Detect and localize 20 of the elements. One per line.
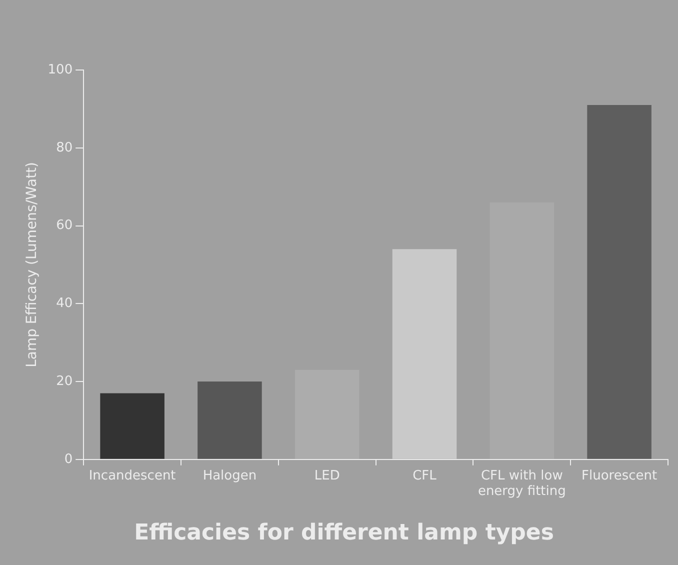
y-tick-label: 0: [64, 452, 73, 467]
x-tick-label: LED: [314, 468, 340, 484]
bar: [294, 370, 360, 459]
y-tick-label: 20: [56, 374, 73, 389]
x-tick-label: Halogen: [202, 468, 257, 484]
y-tick-label: 60: [56, 218, 73, 234]
y-tick-label: 100: [48, 62, 73, 78]
bar: [198, 382, 262, 459]
bar: [392, 249, 457, 459]
text: Efficacies for different lamp types: [134, 520, 554, 546]
x-tick-label: Fluorescent: [581, 468, 658, 484]
bar: [490, 202, 554, 459]
x-tick-label: Incandescent: [88, 468, 176, 484]
y-tick-label: 80: [56, 140, 73, 156]
x-tick-label: CFL with low energy fitting: [478, 468, 566, 500]
bar: [587, 105, 652, 459]
bar: [100, 393, 164, 459]
y-axis-title: Lamp Efficacy (Lumens/Watt): [24, 162, 40, 368]
x-tick-label: CFL: [412, 468, 438, 484]
y-tick-label: 40: [56, 296, 73, 312]
